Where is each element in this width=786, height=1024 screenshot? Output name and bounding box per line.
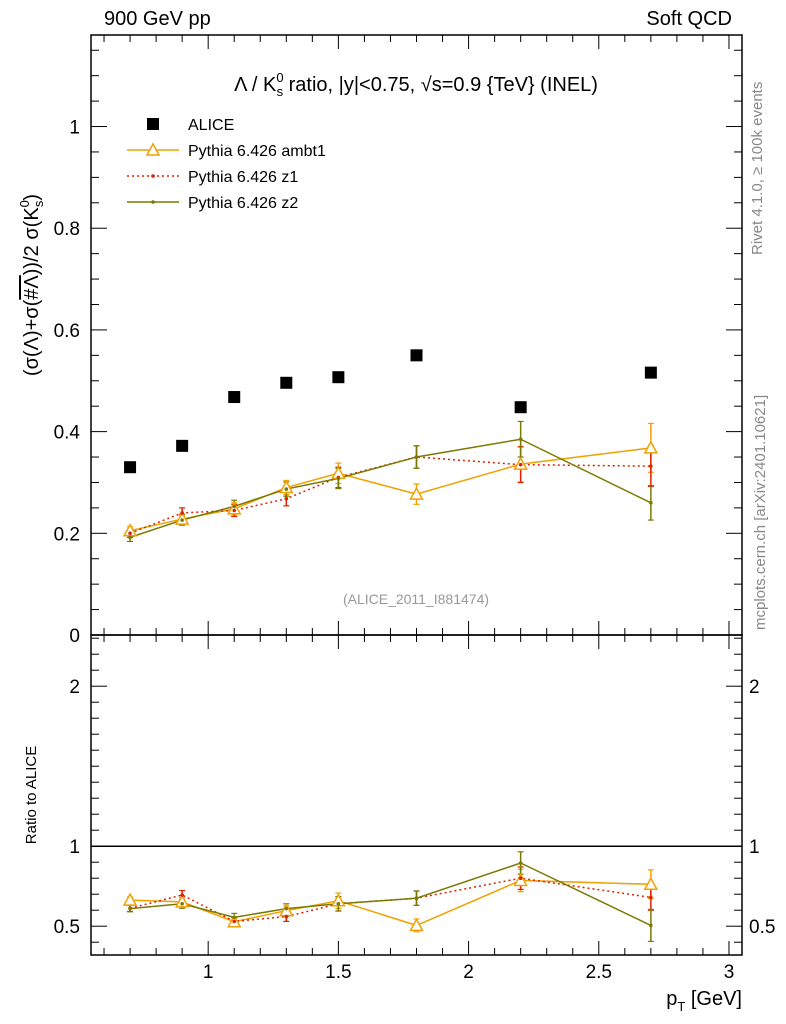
data-point-pythia-6-426-z1	[649, 464, 653, 468]
ratio-point-pythia-6-426-z1	[518, 876, 523, 880]
analysis-watermark: (ALICE_2011_I881474)	[343, 591, 489, 607]
ratio-y-tick-label-right: 0.5	[749, 917, 775, 938]
ratio-point-pythia-6-426-ambt1	[409, 917, 424, 932]
x-axis-label: pT [GeV]	[666, 988, 742, 1014]
y-tick-label: 0.6	[54, 321, 80, 342]
data-point-pythia-6-426-z2	[518, 437, 523, 442]
ratio-y-axis-label: Ratio to ALICE	[23, 746, 40, 844]
ratio-point-pythia-6-426-z2	[649, 923, 653, 928]
data-point-pythia-6-426-ambt1	[643, 440, 659, 454]
ratio-point-pythia-6-426-z2	[180, 902, 184, 906]
y-axis-label: (σ(Λ)+σ(#Λ))/2 σ(K0s)	[17, 194, 46, 376]
data-point-pythia-6-426-z1	[232, 508, 237, 513]
data-point-pythia-6-426-z1	[284, 496, 289, 501]
header-right-label: Soft QCD	[646, 8, 732, 30]
ratio-line-pythia-6-426-z1	[129, 877, 651, 923]
data-point-pythia-6-426-z1	[518, 462, 523, 467]
data-point-pythia-6-426-ambt1	[409, 486, 424, 500]
legend-label-pythia-6-426-ambt1: Pythia 6.426 ambt1	[188, 143, 326, 160]
data-point-alice	[176, 439, 189, 452]
y-tick-label: 0.2	[54, 524, 80, 545]
x-tick-label: 3	[724, 962, 735, 983]
data-point-pythia-6-426-ambt1	[226, 501, 242, 515]
ratio-point-pythia-6-426-ambt1	[174, 894, 190, 908]
y-tick-label: 0.8	[54, 219, 80, 240]
ratio-point-pythia-6-426-ambt1	[643, 876, 659, 891]
ratio-point-pythia-6-426-z1	[232, 919, 237, 924]
data-point-pythia-6-426-z2	[180, 518, 184, 522]
legend-label-pythia-6-426-z2: Pythia 6.426 z2	[188, 195, 298, 212]
y-tick-label: 0.4	[54, 423, 81, 444]
ratio-point-pythia-6-426-z2	[414, 896, 419, 900]
ratio-y-tick-label-right: 2	[749, 677, 760, 698]
series-line-pythia-6-426-ambt1	[129, 447, 651, 532]
legend-marker-pythia-6-426-z1	[151, 174, 155, 178]
data-point-pythia-6-426-z1	[128, 531, 132, 536]
data-point-alice	[332, 371, 345, 384]
legend-marker-pythia-6-426-ambt1	[145, 142, 161, 156]
ratio-point-pythia-6-426-z2	[128, 906, 132, 911]
data-point-pythia-6-426-ambt1	[279, 479, 294, 494]
ratio-point-pythia-6-426-z2	[336, 902, 341, 906]
ratio-point-pythia-6-426-z2	[284, 906, 289, 911]
legend-label-alice: ALICE	[188, 117, 234, 134]
data-point-alice	[410, 349, 423, 362]
data-point-pythia-6-426-z2	[232, 504, 237, 509]
data-point-pythia-6-426-z2	[649, 500, 653, 505]
y-tick-label: 1	[69, 118, 80, 139]
ratio-y-tick-label: 2	[69, 677, 80, 698]
data-point-alice	[514, 401, 527, 414]
y-tick-label: 0	[69, 626, 80, 647]
chart-title: Λ / K0 s ratio, |y|<0.75, √s=0.9 {TeV} (I…	[234, 70, 598, 99]
header-left-label: 900 GeV pp	[104, 8, 211, 30]
x-tick-label: 2	[463, 962, 474, 983]
x-tick-label: 1	[203, 962, 214, 983]
data-point-pythia-6-426-z1	[180, 511, 184, 515]
x-tick-label: 1.5	[325, 962, 351, 983]
ratio-y-tick-label: 1	[69, 837, 80, 858]
legend-label-pythia-6-426-z1: Pythia 6.426 z1	[188, 169, 298, 186]
series-line-pythia-6-426-z2	[129, 438, 652, 539]
x-tick-label: 2.5	[586, 962, 612, 983]
ratio-point-pythia-6-426-z1	[180, 893, 184, 897]
ratio-y-tick-label-right: 1	[749, 837, 760, 858]
ratio-point-pythia-6-426-z2	[232, 915, 237, 920]
ratio-point-pythia-6-426-z1	[649, 895, 653, 900]
legend: ALICE Pythia 6.426 ambt1 Pythia 6.426 z1 Py…	[127, 117, 326, 212]
data-point-alice	[124, 461, 137, 474]
series-line-pythia-6-426-z1	[129, 456, 651, 535]
rivet-label: Rivet 4.1.0, ≥ 100k events	[749, 82, 766, 255]
legend-marker-pythia-6-426-z2	[151, 200, 155, 204]
data-point-alice	[280, 376, 293, 389]
ratio-point-pythia-6-426-z2	[518, 861, 523, 865]
data-point-pythia-6-426-z2	[414, 455, 419, 459]
ratio-point-pythia-6-426-z1	[284, 914, 289, 919]
mcplots-label: mcplots.cern.ch [arXiv:2401.10621]	[752, 395, 769, 630]
legend-marker-alice	[147, 118, 159, 130]
data-point-alice	[228, 391, 241, 404]
ratio-line-pythia-6-426-z2	[129, 862, 652, 927]
data-point-pythia-6-426-z2	[284, 487, 289, 491]
ratio-y-tick-label: 0.5	[54, 917, 80, 938]
ratio-point-pythia-6-426-ambt1	[122, 892, 138, 906]
data-point-pythia-6-426-z2	[128, 535, 132, 540]
data-point-alice	[644, 366, 657, 379]
data-point-pythia-6-426-z2	[336, 476, 341, 481]
ratio-point-pythia-6-426-ambt1	[331, 893, 346, 907]
